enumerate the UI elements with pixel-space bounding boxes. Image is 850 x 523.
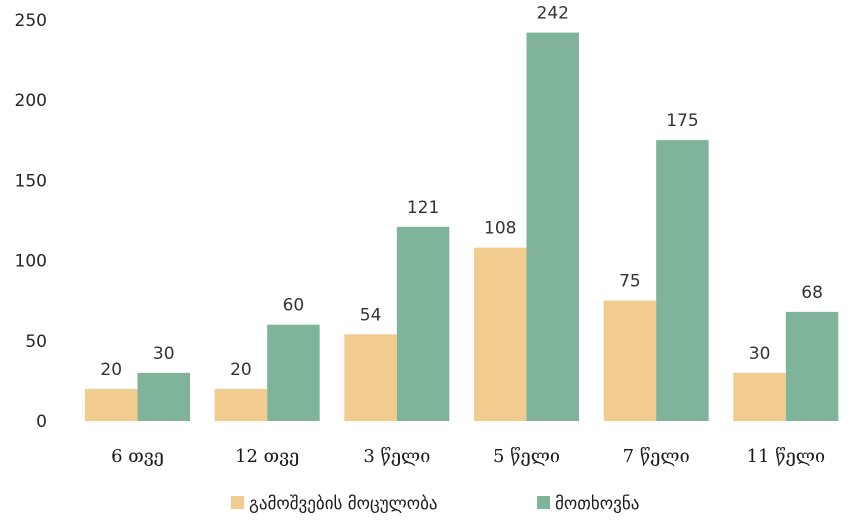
data-labels: 20 30 20 60 54 121 108 242 75 175 30 68	[100, 4, 822, 380]
y-tick-label: 200	[15, 91, 47, 111]
bar-series-1-5	[785, 311, 839, 421]
x-category-label: 5 წელი	[493, 446, 560, 467]
y-tick-label: 150	[15, 171, 47, 191]
bar-series-1-0	[137, 372, 190, 421]
data-label-series-1-5: 68	[801, 283, 823, 303]
data-label-series-1-3: 242	[537, 4, 569, 24]
x-category-label: 7 წელი	[623, 446, 690, 467]
y-tick-label: 250	[15, 11, 47, 31]
y-axis: 0 50 100 150 200 250	[15, 11, 47, 432]
legend-label-0: გამოშვების მოცულობა	[249, 494, 438, 514]
data-label-series-1-1: 60	[283, 296, 305, 316]
legend-swatch-0	[231, 496, 244, 509]
bar-series-1-2	[396, 226, 450, 421]
x-category-label: 12 თვე	[235, 446, 299, 467]
bar-series-1-1	[267, 324, 320, 421]
bar-series-0-1	[214, 388, 268, 421]
x-category-label: 11 წელი	[747, 446, 825, 467]
bars	[85, 32, 839, 422]
y-tick-label: 50	[25, 332, 47, 352]
bar-series-1-3	[526, 32, 579, 422]
bar-series-0-3	[474, 247, 527, 421]
x-category-label: 6 თვე	[111, 446, 164, 467]
legend: გამოშვების მოცულობა მოთხოვნა	[231, 494, 639, 514]
x-category-label: 3 წელი	[363, 446, 430, 467]
data-label-series-0-4: 75	[619, 272, 641, 292]
bar-series-1-4	[656, 140, 709, 421]
data-label-series-0-0: 20	[100, 360, 122, 380]
y-tick-label: 100	[15, 252, 47, 272]
bar-series-0-0	[85, 388, 138, 421]
bar-series-0-2	[344, 334, 397, 421]
bar-series-0-5	[733, 372, 786, 421]
legend-label-1: მოთხოვნა	[555, 494, 639, 514]
x-axis: 6 თვე 12 თვე 3 წელი 5 წელი 7 წელი 11 წელი	[111, 446, 825, 467]
data-label-series-0-2: 54	[360, 305, 382, 325]
data-label-series-0-5: 30	[749, 344, 771, 364]
bar-series-0-4	[603, 300, 657, 421]
data-label-series-1-2: 121	[407, 198, 439, 218]
y-tick-label: 0	[36, 412, 47, 432]
data-label-series-0-3: 108	[484, 219, 516, 239]
data-label-series-0-1: 20	[230, 360, 252, 380]
data-label-series-1-4: 175	[666, 111, 698, 131]
data-label-series-1-0: 30	[153, 344, 175, 364]
legend-swatch-1	[537, 496, 550, 509]
